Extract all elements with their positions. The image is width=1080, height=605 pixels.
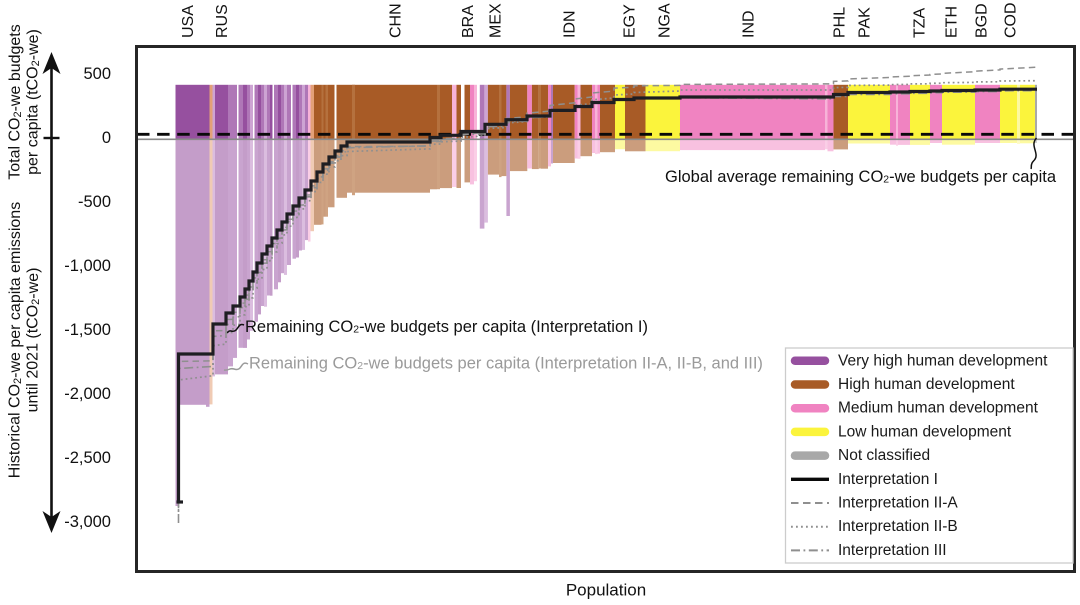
- svg-text:Interpretation II-A: Interpretation II-A: [838, 495, 958, 512]
- svg-text:BRA: BRA: [460, 5, 477, 38]
- svg-text:Medium human development: Medium human development: [838, 400, 1039, 417]
- svg-text:EGY: EGY: [622, 4, 639, 38]
- svg-text:PAK: PAK: [857, 7, 874, 38]
- svg-text:Interpretation III: Interpretation III: [838, 542, 947, 559]
- svg-text:Global average remaining CO2-w: Global average remaining CO2-we budgets …: [665, 168, 1057, 186]
- svg-text:Interpretation I: Interpretation I: [838, 471, 938, 488]
- svg-text:COD: COD: [1003, 2, 1020, 38]
- svg-text:0: 0: [102, 129, 111, 147]
- svg-text:-1,500: -1,500: [64, 321, 111, 339]
- svg-text:BGD: BGD: [974, 3, 991, 38]
- svg-text:until 2021 (tCO2-we): until 2021 (tCO2-we): [25, 268, 43, 413]
- svg-text:Remaining CO2-we budgets per c: Remaining CO2-we budgets per capita (Int…: [249, 355, 763, 373]
- svg-text:NGA: NGA: [657, 3, 674, 38]
- svg-text:Not classified: Not classified: [838, 447, 930, 464]
- svg-text:Total CO2-we budgets: Total CO2-we budgets: [7, 24, 25, 180]
- svg-text:Remaining CO2-we budgets per c: Remaining CO2-we budgets per capita (Int…: [245, 318, 648, 336]
- svg-text:RUS: RUS: [214, 4, 231, 38]
- svg-text:IND: IND: [741, 10, 758, 38]
- svg-text:Historical CO2-we per capita e: Historical CO2-we per capita emissions: [7, 202, 25, 478]
- svg-text:MEX: MEX: [488, 3, 505, 38]
- svg-text:-2,000: -2,000: [64, 385, 111, 403]
- svg-text:IDN: IDN: [562, 10, 579, 38]
- svg-text:-1,000: -1,000: [64, 257, 111, 275]
- svg-text:-2,500: -2,500: [64, 449, 111, 467]
- svg-text:ETH: ETH: [944, 6, 961, 38]
- svg-text:Interpretation II-B: Interpretation II-B: [838, 518, 958, 535]
- svg-text:CHN: CHN: [388, 3, 405, 38]
- svg-text:-500: -500: [78, 193, 111, 211]
- svg-text:USA: USA: [180, 5, 197, 38]
- svg-text:Low human development: Low human development: [838, 423, 1012, 440]
- svg-text:-3,000: -3,000: [64, 513, 111, 531]
- svg-text:PHL: PHL: [832, 7, 849, 38]
- svg-text:Very high human development: Very high human development: [838, 352, 1048, 369]
- svg-text:TZA: TZA: [912, 7, 929, 38]
- svg-text:High human development: High human development: [838, 376, 1015, 393]
- svg-text:500: 500: [83, 65, 111, 83]
- svg-text:Population: Population: [566, 581, 646, 600]
- svg-text:per capita (tCO2-we): per capita (tCO2-we): [25, 29, 43, 175]
